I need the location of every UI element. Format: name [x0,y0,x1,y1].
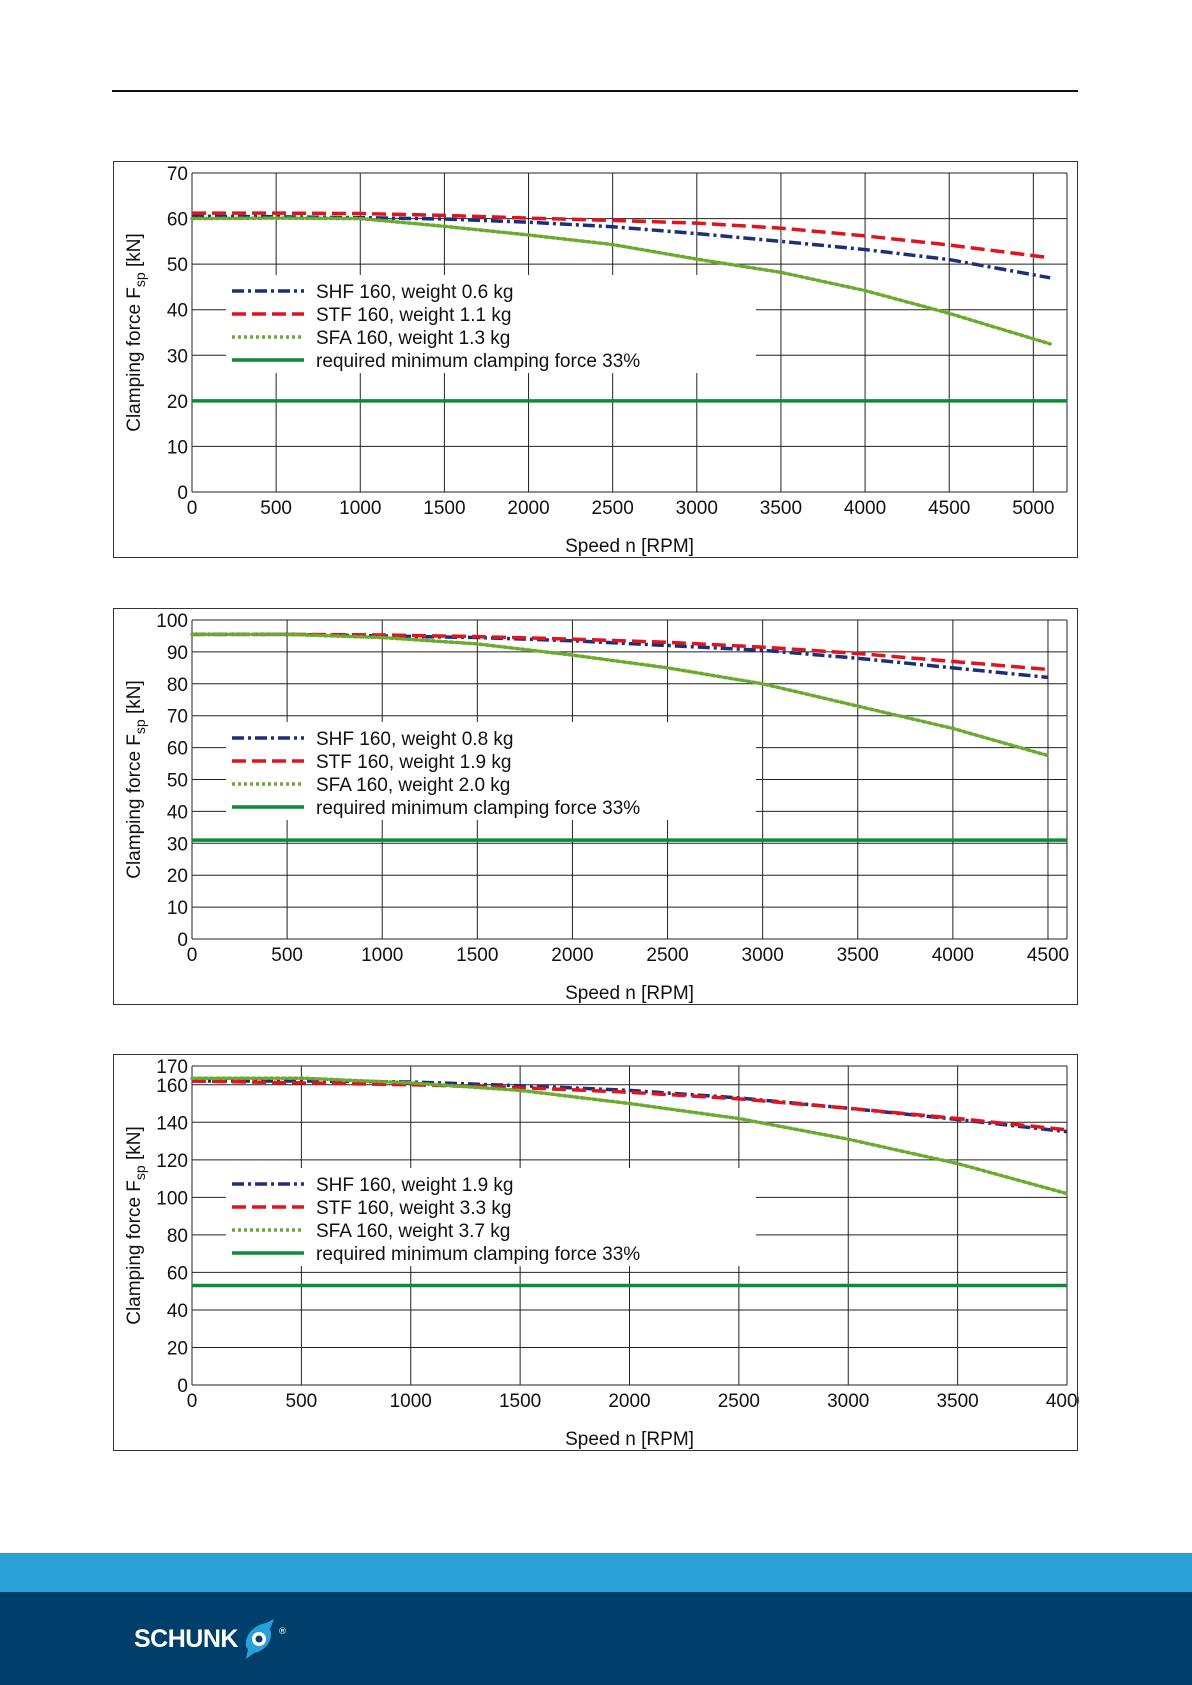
x-axis-label: Speed n [RPM] [565,536,694,557]
series-line-stf [192,211,1051,260]
x-tick-label: 3500 [837,945,879,966]
legend-label: SHF 160, weight 0.8 kg [316,729,514,750]
y-tick-label: 80 [167,675,188,696]
x-tick-label: 5000 [1012,498,1054,519]
y-tick-label: 100 [156,1188,188,1209]
y-tick-label: 40 [167,1301,188,1322]
y-tick-label: 50 [167,771,188,792]
y-tick-label: 0 [177,483,188,504]
series-line-sfa [190,632,1050,758]
x-tick-label: 4500 [928,498,970,519]
y-tick-label: 0 [177,1376,188,1397]
x-tick-label: 2000 [507,498,549,519]
x-tick-label: 500 [286,1391,318,1412]
y-tick-label: 70 [167,164,188,185]
legend-label: SFA 160, weight 1.3 kg [316,328,510,349]
y-tick-label: 70 [167,707,188,728]
x-tick-label: 500 [271,945,303,966]
x-tick-label: 3000 [742,945,784,966]
x-axis-label: Speed n [RPM] [565,1429,694,1450]
x-tick-label: 2000 [608,1391,650,1412]
y-tick-label: 90 [167,643,188,664]
registered-mark: ® [277,1627,287,1637]
legend-box [226,722,756,821]
chart-2-svg: 0 500 1000 1500 2000 2500 3000 3500 4000 4500 0 10 2… [124,611,1069,1004]
footer-accent-bar [0,1553,1192,1592]
x-tick-label: 4000 [844,498,886,519]
y-tick-label: 50 [167,255,188,276]
chart-3-frame: 0 500 1000 1500 2000 2500 3000 3500 4000 0 20 40 60 8… [113,1054,1079,1451]
schunk-logo: SCHUNK ® [134,1617,287,1661]
x-tick-label: 2000 [551,945,593,966]
legend-label: SHF 160, weight 1.9 kg [316,1175,514,1196]
chart-1-frame: 0 500 1000 1500 2000 2500 3000 3500 4000 4500 5000… [113,161,1078,558]
y-tick-label: 160 [156,1076,188,1097]
legend-label: STF 160, weight 1.1 kg [316,305,511,326]
x-tick-label: 3500 [760,498,802,519]
series-line-stf [192,632,1049,672]
y-tick-label: 60 [167,739,188,760]
legend-box [226,1168,756,1267]
y-tick-label: 60 [167,1263,188,1284]
x-tick-label: 1000 [390,1391,432,1412]
x-tick-label: 2500 [646,945,688,966]
logo-swirl-icon [245,1619,274,1659]
x-tick-label: 1000 [361,945,403,966]
x-tick-label: 2500 [718,1391,760,1412]
y-tick-label: 20 [167,1338,188,1359]
y-tick-label: 40 [167,802,188,823]
x-tick-label: 3000 [827,1391,869,1412]
chart-3-svg: 0 500 1000 1500 2000 2500 3000 3500 4000 0 20 40 60 8… [124,1057,1079,1450]
legend-label: STF 160, weight 1.9 kg [316,752,511,773]
legend-label: SHF 160, weight 0.6 kg [316,282,514,303]
x-tick-label: 3000 [676,498,718,519]
y-axis-label: Clamping force Fsp [kN] [124,1126,148,1325]
y-tick-label: 120 [156,1151,188,1172]
x-tick-label: 0 [187,498,198,519]
x-tick-label: 1500 [499,1391,541,1412]
y-tick-label: 30 [167,346,188,367]
y-tick-label: 100 [156,611,188,632]
x-tick-label: 1500 [456,945,498,966]
x-tick-label: 1000 [339,498,381,519]
legend-label: required minimum clamping force 33% [316,351,640,372]
legend-label: SFA 160, weight 2.0 kg [316,775,510,796]
x-tick-label: 0 [187,945,198,966]
y-tick-label: 140 [156,1113,188,1134]
legend-label: required minimum clamping force 33% [316,798,640,819]
y-tick-label: 40 [167,301,188,322]
y-tick-label: 80 [167,1226,188,1247]
y-tick-label: 20 [167,866,188,887]
x-tick-label: 4500 [1027,945,1069,966]
x-tick-label: 2500 [592,498,634,519]
series-line-sfa [190,216,1052,346]
chart-1-svg: 0 500 1000 1500 2000 2500 3000 3500 4000 4500 5000… [124,164,1068,557]
chart-2-frame: 0 500 1000 1500 2000 2500 3000 3500 4000 4500 0 10 2… [113,608,1078,1005]
y-axis-label: Clamping force Fsp [kN] [124,233,148,432]
legend-label: SFA 160, weight 3.7 kg [316,1221,510,1242]
footer-bar [0,1592,1192,1685]
x-tick-label: 3500 [936,1391,978,1412]
legend-box [226,275,756,374]
logo-wordmark: SCHUNK [134,1624,238,1653]
series-line-sfa [190,1076,1069,1196]
y-axis-label: Clamping force Fsp [kN] [124,680,148,879]
y-tick-label: 0 [177,930,188,951]
x-axis-label: Speed n [RPM] [565,983,694,1004]
x-tick-label: 4000 [932,945,974,966]
y-tick-label: 170 [156,1057,188,1078]
x-tick-label: 4000 [1046,1391,1079,1412]
legend-label: STF 160, weight 3.3 kg [316,1198,511,1219]
top-rule [112,90,1078,92]
y-tick-label: 60 [167,210,188,231]
y-tick-label: 10 [167,898,188,919]
legend-label: required minimum clamping force 33% [316,1244,640,1265]
y-tick-label: 30 [167,834,188,855]
x-tick-label: 0 [187,1391,198,1412]
x-tick-label: 1500 [423,498,465,519]
y-tick-label: 10 [167,437,188,458]
series-line-stf [191,1079,1068,1132]
y-tick-label: 20 [167,392,188,413]
x-tick-label: 500 [260,498,292,519]
